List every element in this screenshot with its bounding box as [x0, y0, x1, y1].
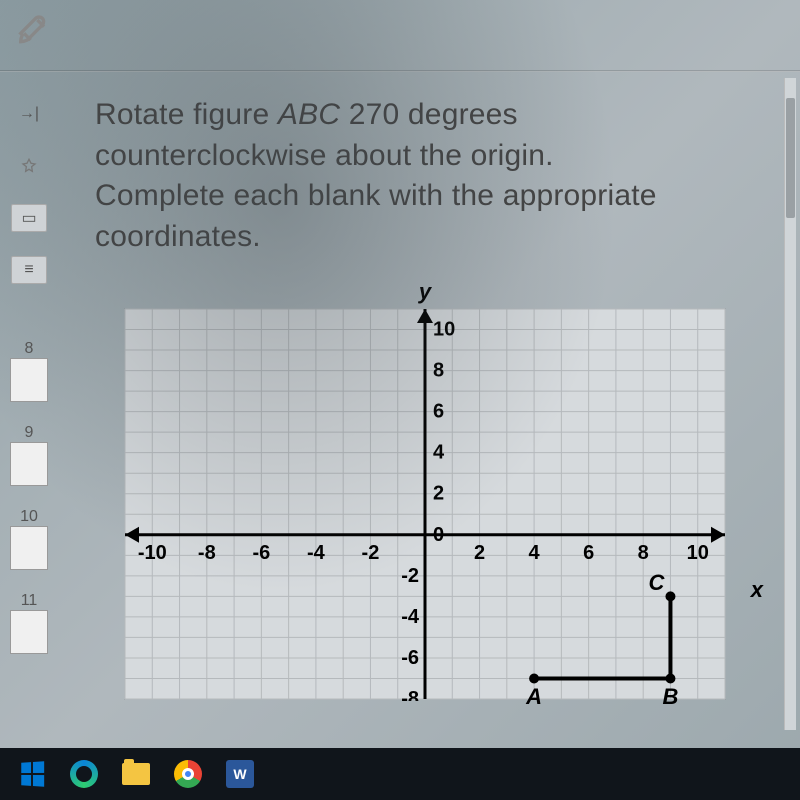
question-line-4: coordinates.	[95, 220, 261, 253]
windows-icon	[21, 761, 44, 787]
folder-icon	[122, 763, 150, 785]
svg-text:6: 6	[583, 542, 594, 564]
app-rocket-button[interactable]	[10, 8, 58, 56]
edge-icon	[70, 760, 98, 788]
svg-text:-2: -2	[401, 565, 419, 587]
question-line-1b: 270 degrees	[340, 98, 518, 131]
coordinate-chart: y x 1086420-2-4-6-8-10-8-6-4-2246810 ABC	[105, 281, 745, 701]
point-label-a: A	[526, 684, 542, 710]
y-axis-label: y	[419, 279, 431, 305]
word-icon: W	[226, 760, 254, 788]
rail-page-number: 11	[21, 592, 38, 610]
vertical-scrollbar[interactable]	[784, 78, 796, 730]
rail-thumbnail-9[interactable]: 9	[10, 426, 48, 486]
rail-pin-button[interactable]	[11, 152, 47, 180]
start-button[interactable]	[8, 750, 56, 798]
svg-text:-6: -6	[252, 542, 270, 564]
svg-text:6: 6	[433, 401, 444, 423]
rail-page-number: 10	[20, 508, 38, 526]
svg-text:10: 10	[687, 542, 709, 564]
rail-page-thumb	[10, 442, 48, 486]
scrollbar-thumb[interactable]	[786, 98, 795, 218]
taskbar: W	[0, 748, 800, 800]
svg-text:2: 2	[433, 483, 444, 505]
grid-svg: 10 8 6 4 2 0 -2 -4 -6 -8 -10 -8 -6 -4 -2 2 4 6 8 10	[105, 281, 745, 701]
rail-page-thumb	[10, 610, 48, 654]
point-label-c: C	[648, 570, 664, 596]
svg-text:-8: -8	[198, 542, 216, 564]
rail-thumbnail-10[interactable]: 10	[10, 510, 48, 570]
rail-page-thumb	[10, 526, 48, 570]
question-line-2: counterclockwise about the origin.	[95, 139, 554, 172]
svg-text:-6: -6	[401, 647, 419, 669]
svg-text:-4: -4	[307, 542, 326, 564]
question-abc: ABC	[278, 98, 340, 131]
svg-text:-8: -8	[401, 688, 419, 701]
taskbar-chrome[interactable]	[164, 750, 212, 798]
rail-thumbnail-11[interactable]: 11	[10, 594, 48, 654]
svg-text:-10: -10	[138, 542, 167, 564]
rail-tool-button[interactable]: ▭	[11, 204, 47, 232]
rail-collapse-button[interactable]: →|	[11, 100, 47, 128]
question-line-3: Complete each blank with the appropriate	[95, 179, 657, 212]
taskbar-edge[interactable]	[60, 750, 108, 798]
rocket-icon	[14, 10, 54, 55]
content-area: Rotate figure ABC 270 degrees counterclo…	[95, 95, 780, 720]
svg-text:-2: -2	[362, 542, 380, 564]
taskbar-explorer[interactable]	[112, 750, 160, 798]
x-axis-label: x	[751, 577, 763, 603]
svg-text:8: 8	[433, 360, 444, 382]
rail-page-number: 8	[25, 340, 34, 358]
svg-text:-4: -4	[401, 606, 420, 628]
rail-thumbnail-8[interactable]: 8	[10, 342, 48, 402]
svg-text:8: 8	[638, 542, 649, 564]
svg-text:4: 4	[433, 442, 445, 464]
chrome-icon	[174, 760, 202, 788]
svg-text:0: 0	[433, 524, 444, 546]
screen: →| ▭ ≡ 8 9 10 11 Rotate figure ABC 270 d…	[0, 0, 800, 800]
question-text: Rotate figure ABC 270 degrees counterclo…	[95, 95, 765, 257]
point-label-b: B	[662, 684, 678, 710]
rail-page-number: 9	[25, 424, 34, 442]
left-rail: →| ▭ ≡ 8 9 10 11	[0, 90, 58, 730]
svg-text:10: 10	[433, 319, 455, 341]
taskbar-word[interactable]: W	[216, 750, 264, 798]
svg-text:4: 4	[529, 542, 541, 564]
question-line-1a: Rotate figure	[95, 98, 278, 131]
rail-align-button[interactable]: ≡	[11, 256, 47, 284]
top-divider	[0, 70, 800, 72]
rail-page-thumb	[10, 358, 48, 402]
svg-text:2: 2	[474, 542, 485, 564]
